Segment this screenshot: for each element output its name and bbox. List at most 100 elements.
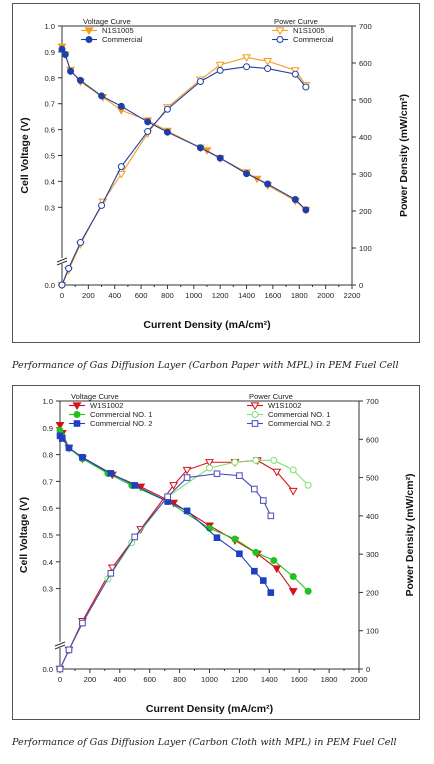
axis-break-gap <box>56 258 68 264</box>
y-tick-label: 1.0 <box>42 397 53 406</box>
y2-tick-label: 500 <box>359 96 372 105</box>
y-axis-right: 0 100 200 300 400 500 600 700 <box>352 22 372 290</box>
data-point <box>58 281 66 289</box>
legend-marker <box>251 420 259 427</box>
data-point <box>289 573 297 581</box>
legend-entry: W1S1002 <box>268 401 301 410</box>
data-point <box>58 45 66 53</box>
data-point <box>251 567 258 575</box>
x-tick-label: 1600 <box>291 675 308 684</box>
data-point <box>196 144 204 152</box>
series-voltage-0 <box>55 422 298 596</box>
legend-marker <box>73 411 81 418</box>
y2-tick-label: 200 <box>359 207 372 216</box>
y-tick-label: 0.0 <box>42 665 53 674</box>
y-axis-label-right: Power Density (mW/cm²) <box>404 473 416 596</box>
data-point <box>144 118 152 126</box>
data-point <box>65 646 73 654</box>
x-tick-label: 600 <box>143 675 156 684</box>
data-point <box>206 464 213 472</box>
x-tick-label: 800 <box>161 291 174 300</box>
data-point <box>231 458 239 466</box>
legend-title: Power Curve <box>274 17 318 26</box>
data-point <box>252 456 260 464</box>
y2-tick-label: 500 <box>366 474 379 483</box>
y-axis-label-left: Cell Voltage (V) <box>18 497 30 573</box>
y-axis-left: 0.0 0.3 0.4 0.5 0.6 0.7 0.8 0.9 1.0 <box>44 22 68 290</box>
data-point <box>196 78 204 85</box>
y-tick-label: 0.3 <box>44 203 55 212</box>
legend-entry: Commercial NO. 1 <box>90 410 152 419</box>
legend-entry: W1S1002 <box>90 401 123 410</box>
data-point <box>79 619 86 627</box>
series-line <box>59 459 294 670</box>
x-axis: 0 200 400 600 800 1000 1200 1400 1600 1800 2000 220… <box>60 285 360 300</box>
data-point <box>107 470 115 477</box>
data-point <box>164 493 171 501</box>
y-tick-label: 0.6 <box>42 504 53 513</box>
y2-tick-label: 100 <box>359 244 372 253</box>
legend-marker <box>84 27 94 36</box>
data-point <box>182 466 192 475</box>
data-point <box>267 512 275 520</box>
legend-entry: Commercial NO. 2 <box>268 419 330 428</box>
y-tick-label: 0.7 <box>44 100 55 109</box>
y2-tick-label: 300 <box>366 550 379 559</box>
x-tick-label: 1200 <box>212 291 229 300</box>
data-point <box>260 577 267 584</box>
data-point <box>264 180 272 188</box>
legend-entry: Commercial NO. 1 <box>268 410 330 419</box>
data-point <box>288 487 298 496</box>
x-tick-label: 1800 <box>321 675 338 684</box>
chart-carbon-paper: 0 200 400 600 800 1000 1200 1400 1600 1800 2000 220… <box>19 17 410 331</box>
y2-tick-label: 100 <box>366 627 379 636</box>
x-tick-label: 400 <box>108 291 121 300</box>
data-point <box>236 472 243 479</box>
y-axis-right: 0 100 200 300 400 500 600 700 <box>359 397 379 674</box>
x-tick-label: 0 <box>58 675 62 684</box>
data-point <box>117 102 125 110</box>
data-point <box>169 482 179 490</box>
data-point <box>183 507 191 515</box>
x-tick-label: 1000 <box>201 675 218 684</box>
legend-marker <box>275 27 285 36</box>
data-point <box>252 548 260 556</box>
data-point <box>144 127 152 135</box>
x-tick-label: 1800 <box>291 291 308 300</box>
legend-marker <box>85 36 93 43</box>
x-axis-label: Current Density (mA/cm²) <box>146 703 273 715</box>
legend-entry: Commercial NO. 2 <box>90 419 152 428</box>
y-tick-label: 0.5 <box>42 531 53 540</box>
data-point <box>76 238 84 246</box>
x-tick-label: 800 <box>173 675 186 684</box>
data-point <box>264 65 272 73</box>
y-axis-label-left: Cell Voltage (V) <box>19 117 31 193</box>
legend-title: Voltage Curve <box>83 17 131 26</box>
data-point <box>213 470 221 478</box>
axis-break-mark <box>54 644 66 650</box>
series-power-5 <box>56 470 275 673</box>
y-tick-label: 0.8 <box>44 74 55 83</box>
x-tick-label: 1600 <box>264 291 281 300</box>
x-tick-label: 200 <box>84 675 97 684</box>
y-tick-label: 0.0 <box>44 281 55 290</box>
data-point <box>131 533 139 541</box>
series-line <box>61 66 307 286</box>
legend-entry: Commercial <box>102 35 143 44</box>
data-point <box>291 70 299 78</box>
data-point <box>270 456 278 464</box>
x-tick-label: 1200 <box>231 675 248 684</box>
x-tick-label: 600 <box>135 291 148 300</box>
y-tick-label: 0.6 <box>44 126 55 135</box>
y-axis-left: 0.0 0.3 0.4 0.5 0.6 0.7 0.8 0.9 1.0 <box>42 397 66 674</box>
y2-tick-label: 600 <box>366 435 379 444</box>
data-point <box>163 128 171 136</box>
x-axis-label: Current Density (mA/cm²) <box>143 319 270 331</box>
data-point <box>263 58 273 66</box>
data-point <box>205 459 214 467</box>
data-point <box>216 154 224 162</box>
legend-marker <box>251 411 259 418</box>
y-axis-label-right: Power Density (mW/cm²) <box>398 94 410 217</box>
